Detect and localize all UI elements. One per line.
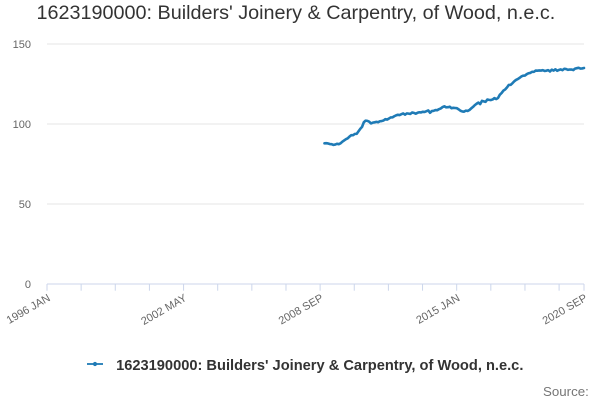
- svg-text:2020 SEP: 2020 SEP: [541, 292, 590, 327]
- svg-text:2008 SEP: 2008 SEP: [277, 292, 326, 327]
- svg-text:0: 0: [25, 279, 31, 291]
- svg-text:2002 MAY: 2002 MAY: [139, 292, 189, 328]
- svg-text:1996 JAN: 1996 JAN: [5, 292, 53, 327]
- svg-text:50: 50: [19, 199, 31, 211]
- svg-text:150: 150: [13, 39, 31, 51]
- svg-text:100: 100: [13, 119, 31, 131]
- svg-text:2015 JAN: 2015 JAN: [414, 292, 462, 327]
